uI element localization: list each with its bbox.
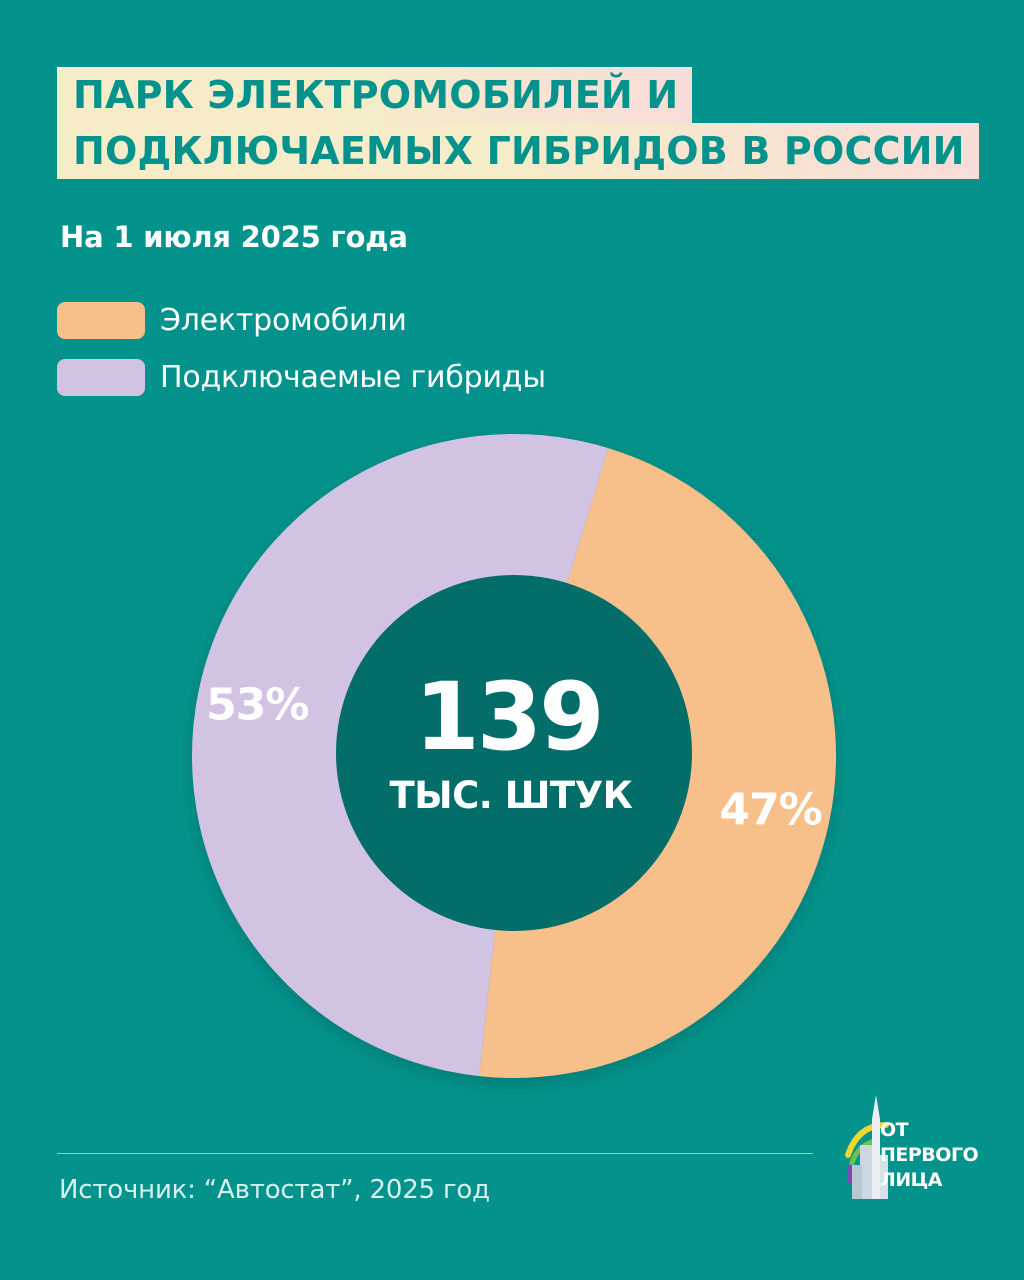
logo-text: ОТ ПЕРВОГО ЛИЦА <box>880 1118 979 1193</box>
legend-swatch-electric <box>57 302 145 339</box>
legend-label-hybrid: Подключаемые гибриды <box>160 360 546 395</box>
data-label-electric: 47% <box>719 785 821 836</box>
legend-swatch-hybrid <box>57 359 145 396</box>
center-total-value: 139 <box>414 663 601 772</box>
legend-label-electric: Электромобили <box>160 303 407 338</box>
brand-logo: ОТ ПЕРВОГО ЛИЦА <box>838 1085 979 1210</box>
legend-item-electric: Электромобили <box>57 292 546 349</box>
legend-item-hybrid: Подключаемые гибриды <box>57 349 546 406</box>
logo-line-1: ОТ <box>880 1119 909 1141</box>
chart-title: ПАРК ЭЛЕКТРОМОБИЛЕЙ И ПОДКЛЮЧАЕМЫХ ГИБРИ… <box>57 67 979 179</box>
source-note: Источник: “Автостат”, 2025 год <box>59 1175 490 1205</box>
center-total-unit: ТЫС. ШТУК <box>390 774 633 817</box>
logo-line-2: ПЕРВОГО <box>880 1144 979 1166</box>
donut-center-circle <box>336 575 692 931</box>
footer-divider <box>57 1153 813 1154</box>
legend: Электромобили Подключаемые гибриды <box>57 292 546 406</box>
title-line-2: ПОДКЛЮЧАЕМЫХ ГИБРИДОВ В РОССИИ <box>57 123 979 179</box>
data-label-hybrid: 53% <box>206 679 308 730</box>
logo-line-3: ЛИЦА <box>880 1169 943 1191</box>
chart-subtitle: На 1 июля 2025 года <box>60 220 408 254</box>
title-line-1: ПАРК ЭЛЕКТРОМОБИЛЕЙ И <box>57 67 693 123</box>
tower-rainbow-logo-icon <box>845 1095 889 1199</box>
donut-data-labels: 47% 53% <box>206 679 823 836</box>
